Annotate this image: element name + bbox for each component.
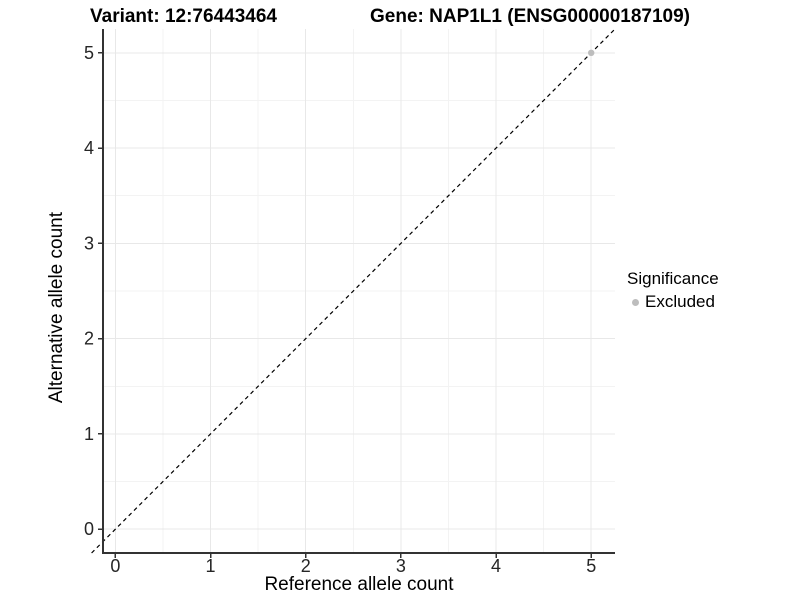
variant-title: Variant: 12:76443464 <box>90 6 277 27</box>
x-tick-labels: 0 1 2 3 4 5 <box>110 556 596 576</box>
x-tick-label-1: 1 <box>206 556 216 576</box>
x-axis-title: Reference allele count <box>264 574 454 595</box>
tick-marks <box>98 52 592 558</box>
y-axis-title: Alternative allele count <box>46 211 67 404</box>
identity-reference-line <box>91 28 616 554</box>
y-tick-label-2: 2 <box>84 329 94 349</box>
legend-title: Significance <box>627 269 719 288</box>
legend-item-label: Excluded <box>645 292 715 311</box>
legend: Significance Excluded <box>627 269 719 312</box>
y-tick-label-1: 1 <box>84 424 94 444</box>
y-tick-label-5: 5 <box>84 43 94 63</box>
x-tick-label-2: 2 <box>301 556 311 576</box>
y-tick-label-3: 3 <box>84 233 94 253</box>
y-axis-title-container: Alternative allele count <box>45 40 69 575</box>
y-tick-label-4: 4 <box>84 138 94 158</box>
excluded-point-icon <box>632 298 639 306</box>
x-tick-label-4: 4 <box>491 556 501 576</box>
gene-title: Gene: NAP1L1 (ENSG00000187109) <box>370 6 690 27</box>
x-tick-label-0: 0 <box>110 556 120 576</box>
minor-gridlines <box>103 29 615 553</box>
data-points <box>588 49 595 57</box>
x-tick-label-3: 3 <box>396 556 406 576</box>
axis-lines <box>102 29 615 554</box>
legend-item-excluded: Excluded <box>627 292 719 312</box>
major-gridlines <box>103 29 615 553</box>
data-point-excluded <box>588 49 595 57</box>
x-tick-label-5: 5 <box>586 556 596 576</box>
y-tick-labels: 0 1 2 3 4 5 <box>84 43 94 539</box>
y-tick-label-0: 0 <box>84 519 94 539</box>
